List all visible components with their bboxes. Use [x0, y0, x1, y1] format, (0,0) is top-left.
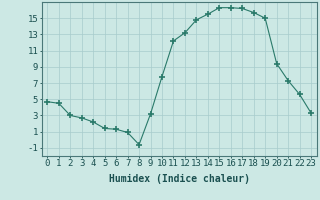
X-axis label: Humidex (Indice chaleur): Humidex (Indice chaleur)	[109, 174, 250, 184]
